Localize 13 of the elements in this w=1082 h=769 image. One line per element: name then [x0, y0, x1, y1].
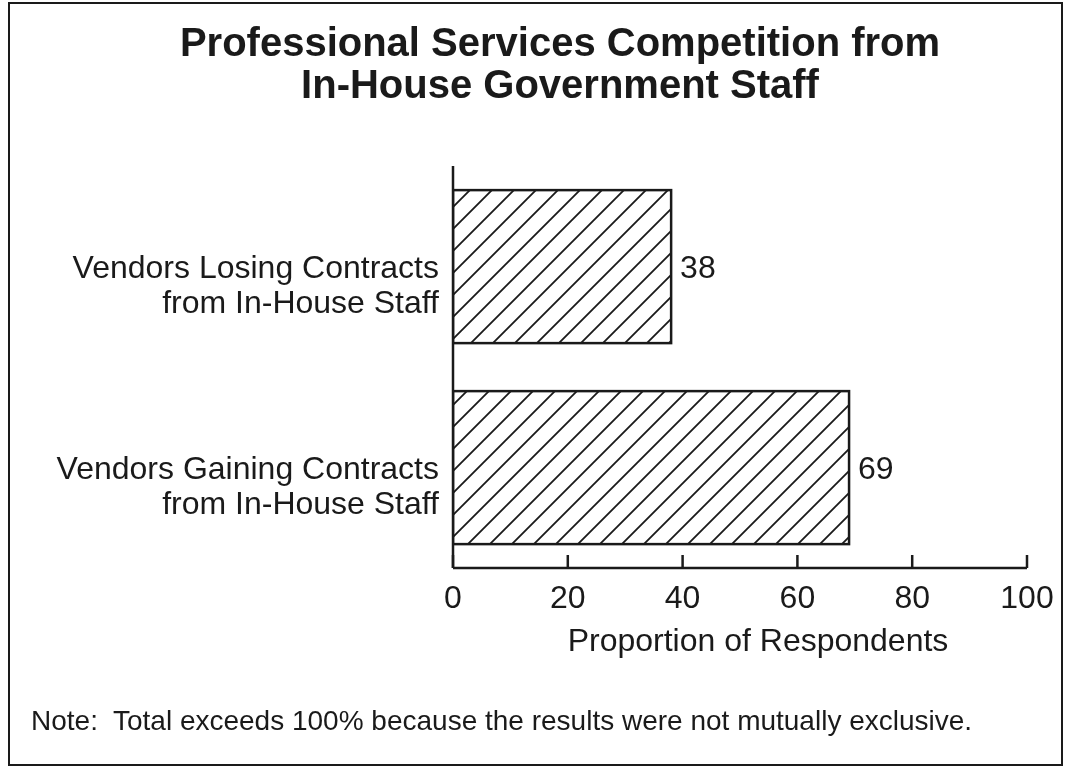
chart-title: Professional Services Competition from In-House Government Staff [178, 20, 942, 106]
y-tick-label: Vendors Gaining Contracts from In-House Staff [56, 449, 440, 521]
data-label: 69 [858, 449, 894, 486]
x-tick-label: 60 [779, 579, 816, 615]
y-tick-label: Vendors Losing Contracts from In-House Staff [72, 248, 440, 320]
x-tick-label: 100 [1000, 579, 1054, 615]
data-label: 38 [680, 248, 716, 285]
text: Note: Total exceeds 100% because the results were not mutually exclusive. [31, 704, 973, 738]
x-tick-label: 20 [550, 579, 586, 615]
x-tick-label: 0 [444, 579, 462, 615]
x-tick-label: 40 [664, 579, 701, 615]
x-tick-label: 80 [894, 579, 930, 615]
x-axis-title: Proportion of Respondents [566, 621, 950, 660]
